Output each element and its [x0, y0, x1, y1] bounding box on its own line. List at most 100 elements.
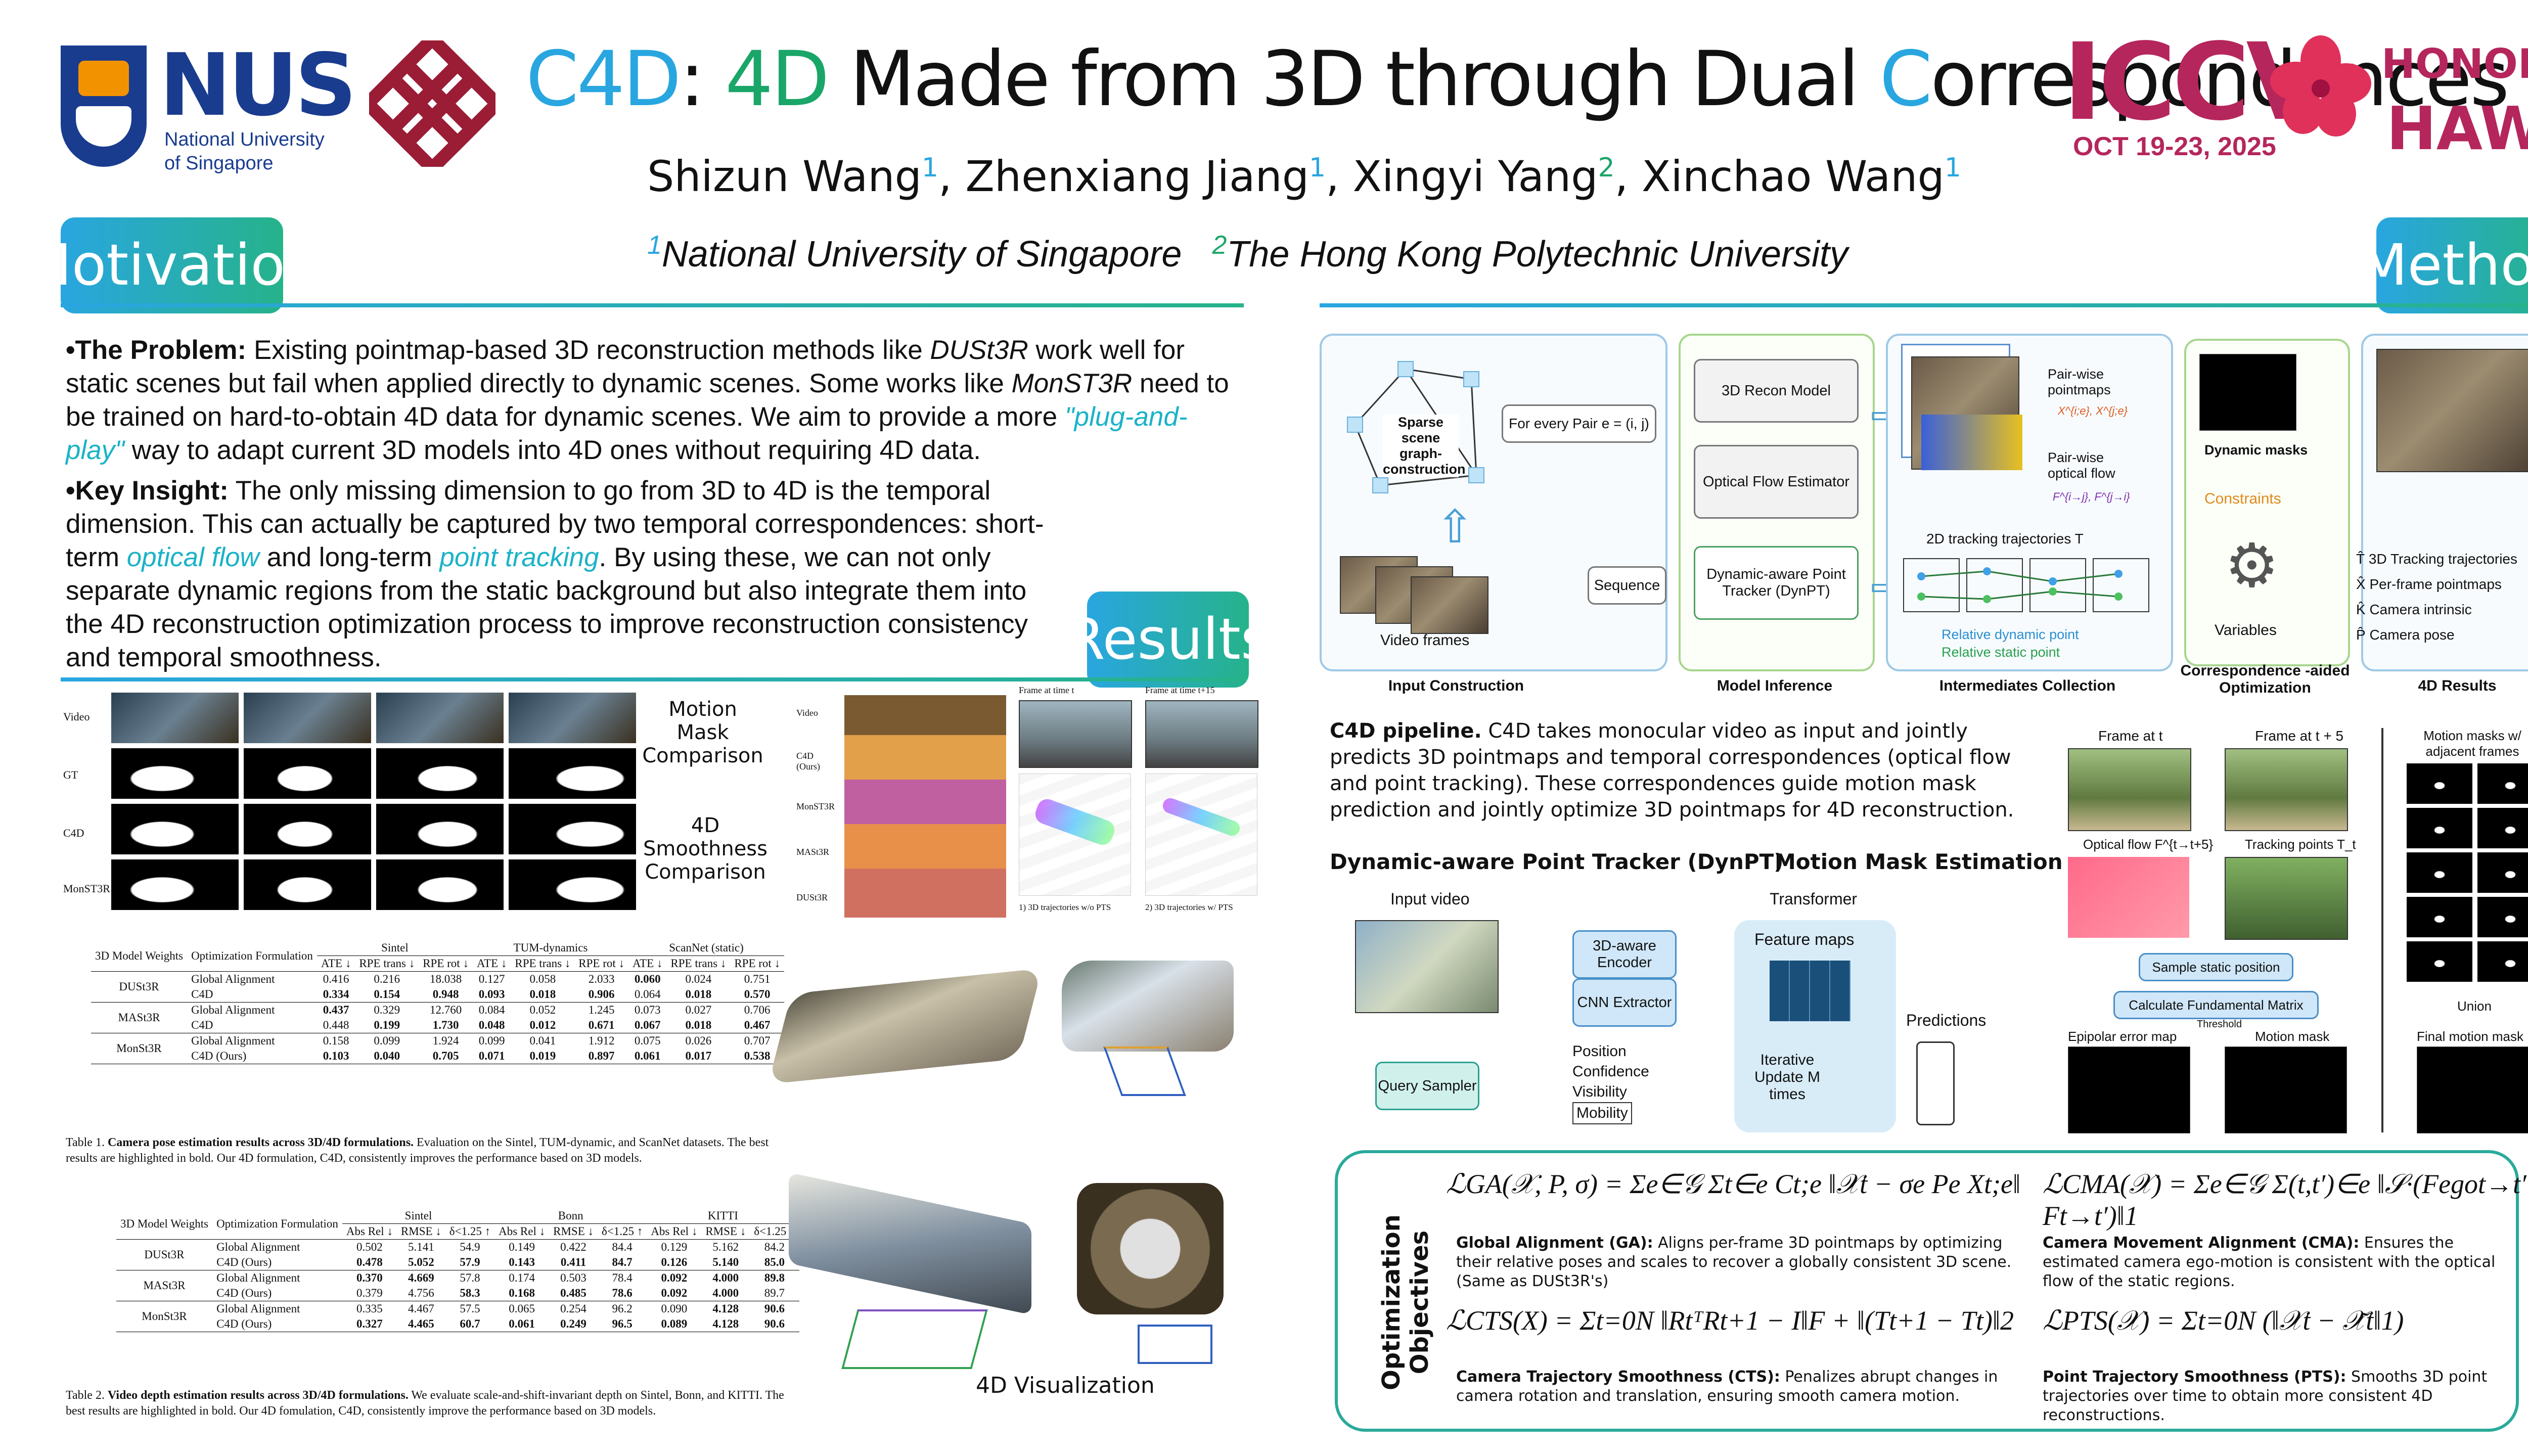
4d-vis-2: [1052, 940, 1244, 1102]
encoder-box: 3D-aware Encoder: [1572, 930, 1677, 979]
value-cell: 0.024: [685, 973, 712, 985]
nus-logo-text: NUS: [159, 35, 357, 135]
smooth-header: Frame at time t+15: [1145, 685, 1215, 695]
table-1: 3D Model Weights Optimization Formulation…: [91, 940, 785, 1064]
value-cell: 0.019: [529, 1050, 556, 1062]
objectives-box: [1335, 1150, 2519, 1432]
title-c-2: C: [1879, 35, 1932, 123]
model-cell: DUSt3R: [144, 1248, 185, 1261]
adjacent-mask-image: [2477, 897, 2528, 937]
calc-fund-box: Calculate Fundamental Matrix: [2113, 991, 2319, 1019]
insight-head: •Key Insight:: [66, 476, 229, 506]
value-cell: 0.099: [374, 1034, 400, 1047]
optical-flow-label: Optical flow F^{t→t+5}: [2083, 837, 2214, 852]
text-span: DUSt3R: [930, 335, 1028, 365]
value-cell: 0.075: [634, 1034, 661, 1047]
value-cell: 0.064: [634, 988, 661, 1000]
value-cell: 0.012: [529, 1019, 556, 1031]
value-cell: 84.4: [612, 1241, 633, 1253]
value-cell: 4.467: [408, 1302, 434, 1315]
value-cell: 5.140: [712, 1256, 739, 1268]
adjacent-mask-image: [2477, 763, 2528, 804]
value-cell: 96.2: [612, 1302, 633, 1315]
author-affil: 1: [1944, 153, 1961, 183]
value-cell: 0.370: [356, 1271, 383, 1284]
caption-bold: Video depth estimation results across 3D…: [107, 1389, 409, 1402]
row-label: MonST3R: [796, 801, 835, 811]
value-cell: 0.751: [744, 973, 771, 985]
table-2: 3D Model Weights Optimization Formulation…: [116, 1208, 799, 1332]
adjacent-mask-image: [2477, 941, 2528, 982]
table-row: DUSt3R Global Alignment 0.502 5.141 54.9 0.14…: [116, 1240, 799, 1261]
stage-label: Input Construction: [1388, 677, 1524, 694]
model-cell: MonSt3R: [142, 1310, 187, 1323]
metric-header: Abs Rel ↓: [346, 1225, 393, 1238]
feature-cube: [1770, 961, 1850, 1021]
video-depth-table: 3D Model Weights Optimization Formulation…: [116, 1208, 799, 1332]
metric-header: δ<1.25 ↑: [754, 1225, 795, 1238]
constraints-label: Constraints: [2204, 490, 2281, 507]
motion-mask-label: Motion mask: [2255, 1029, 2330, 1044]
author-affil: 1: [921, 153, 938, 183]
tracking-image: [2225, 857, 2348, 940]
opt-cell: Global Alignment: [216, 1302, 300, 1315]
polyu-knot-icon: [358, 29, 507, 178]
value-cell: 0.026: [685, 1034, 712, 1047]
value-cell: 0.129: [661, 1241, 688, 1253]
flow-image: [2068, 857, 2189, 938]
author-affil: 1: [1309, 153, 1326, 183]
pipeline-caption: C4D pipeline. C4D takes monocular video …: [1330, 718, 2038, 823]
value-cell: 1.730: [432, 1019, 459, 1031]
adjacent-mask-image: [2407, 897, 2472, 937]
desc-text: Ensures the estimated camera ego-motion …: [2043, 1234, 2496, 1290]
metric-header: RPE rot ↓: [578, 957, 624, 970]
adjacent-mask-image: [2407, 763, 2472, 804]
col-opt: Optimization Formulation: [216, 1217, 338, 1230]
row-label: C4D: [63, 827, 84, 839]
tracking-grid: [1901, 556, 2154, 617]
iccv-logo: ICCV OCT 19-23, 2025 HONOLULU HAWAII: [2063, 20, 2528, 177]
text-span: optical flow: [126, 542, 259, 572]
rel-dynamic-label: Relative dynamic point: [1942, 627, 2079, 642]
text-span: The only missing dimension to go from 3D…: [66, 476, 1044, 572]
4d-vis-3: [774, 1172, 1047, 1390]
4d-vis-1: [763, 950, 1047, 1117]
title-4d-2: 4D: [725, 35, 830, 123]
value-cell: 0.040: [374, 1050, 400, 1062]
value-cell: 0.327: [356, 1317, 383, 1330]
results-header: Results: [1066, 592, 1270, 688]
metric-header: RPE rot ↓: [734, 957, 781, 970]
value-cell: 0.092: [661, 1287, 688, 1299]
value-cell: 0.048: [478, 1019, 505, 1031]
motivation-divider: [61, 303, 1244, 307]
pcvm-item: Visibility: [1572, 1083, 1627, 1100]
input-video-frames: [1355, 920, 1499, 1013]
value-cell: 0.538: [744, 1050, 771, 1062]
hawaii-text: HAWAII: [2386, 94, 2528, 163]
scene-graph: Sparse scene graph-construction: [1335, 349, 1497, 500]
for-every-pair-label: For every Pair e = (i, j): [1502, 404, 1656, 443]
group-header: KITTI: [647, 1208, 799, 1224]
model-cell: MASt3R: [118, 1011, 160, 1024]
group-header: Sintel: [317, 940, 473, 956]
author-affil: 2: [1598, 153, 1615, 183]
affiliations: 1National University of Singapore 2The H…: [647, 230, 1848, 275]
frame-t5-image: [2225, 748, 2348, 831]
caption-prefix: Table 2.: [66, 1389, 105, 1402]
row-label: GT: [63, 768, 78, 781]
value-cell: 84.7: [612, 1256, 633, 1268]
value-cell: 0.334: [323, 988, 349, 1000]
caption-text: C4D takes monocular video as input and j…: [1330, 719, 2014, 822]
value-cell: 4.128: [712, 1317, 739, 1330]
nus-logo: NUS National University of Singapore: [51, 35, 357, 177]
iterative-update-label: Iterative Update M times: [1754, 1052, 1821, 1103]
opt-cell: Global Alignment: [191, 1034, 275, 1047]
final-mask-label: Final motion mask M_t: [2417, 1029, 2528, 1044]
col-model: 3D Model Weights: [120, 1217, 209, 1230]
title-end: orrespondences: [1930, 35, 2509, 123]
affil-num: 2: [1212, 231, 1227, 260]
value-cell: 0.437: [323, 1004, 349, 1016]
frame-t5-label: Frame at t + 5: [2255, 728, 2344, 744]
caption-head: C4D pipeline.: [1330, 719, 1482, 743]
value-cell: 0.041: [529, 1034, 556, 1047]
